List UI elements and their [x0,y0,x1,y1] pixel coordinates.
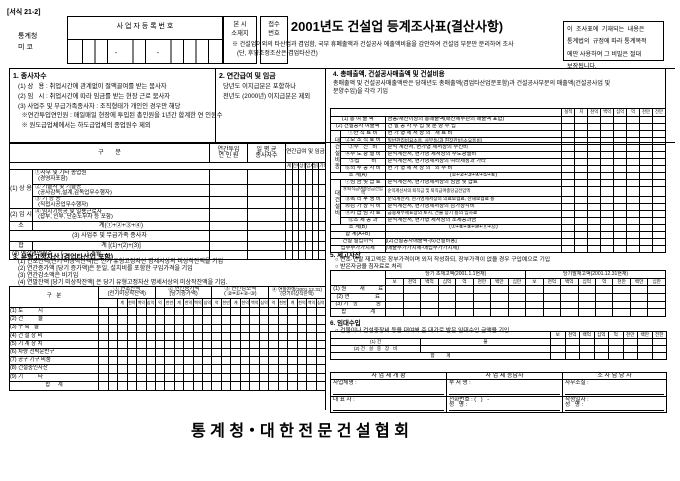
svg-text:-: - [115,50,118,57]
svg-text:-: - [157,50,160,57]
